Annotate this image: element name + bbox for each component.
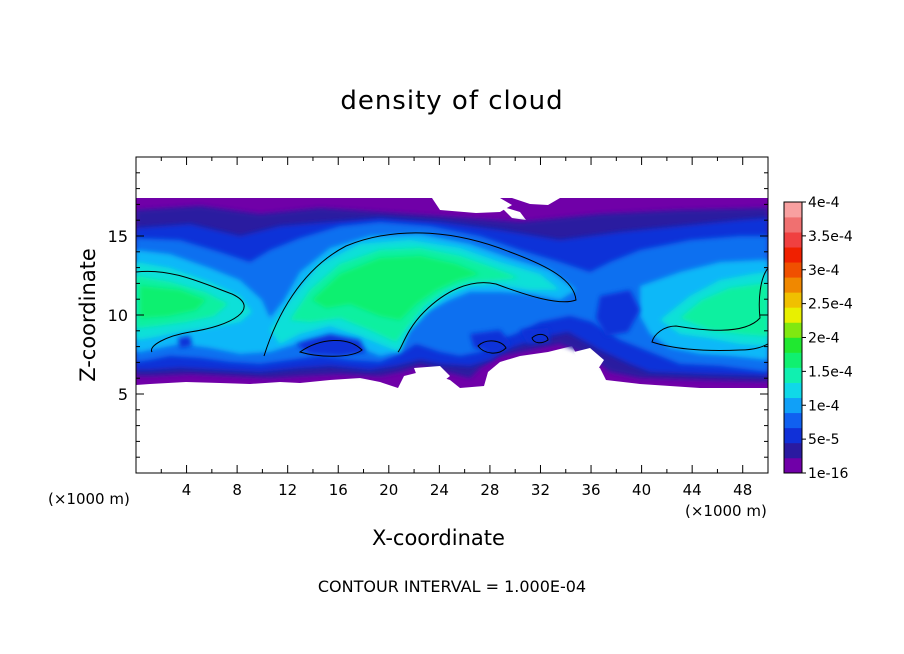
colorbar: 1e-16 5e-5 1e-4 1.5e-4 2e-4 2.5e-4 3e-4 3.5e-4 4… (783, 195, 853, 482)
colorbar-segment (784, 262, 802, 278)
field-band-3.5e-4 (140, 256, 480, 320)
colorbar-segment (784, 442, 802, 459)
colorbar-label: 3.5e-4 (808, 229, 853, 245)
colorbar-label: 4e-4 (808, 195, 840, 211)
colorbar-segment (784, 292, 802, 308)
x-tick-label: 36 (581, 481, 600, 499)
colorbar-label: 1e-4 (808, 398, 840, 414)
colorbar-segment (784, 352, 802, 368)
colorbar-label: 3e-4 (808, 263, 840, 279)
colorbar-segment (784, 412, 802, 429)
x-tick-label: 48 (733, 481, 752, 499)
y-axis-label: Z-coordinate (76, 248, 100, 382)
colorbar-label: 5e-5 (808, 432, 839, 448)
x-axis-label: X-coordinate (372, 526, 505, 550)
colorbar-segment (784, 217, 802, 233)
x-unit-right: (×1000 m) (685, 502, 767, 520)
colorbar-segment (784, 367, 802, 383)
colorbar-segment (784, 382, 802, 399)
contour-interval-note: CONTOUR INTERVAL = 1.000E-04 (317, 577, 587, 596)
y-tick-label: 5 (118, 385, 128, 404)
contour-small-1 (477, 340, 507, 354)
colorbar-segment (784, 307, 802, 323)
x-tick-label: 44 (683, 481, 702, 499)
colorbar-segment (784, 337, 802, 353)
x-tick-label: 28 (480, 481, 499, 499)
colorbar-segment (784, 457, 802, 474)
field-gap-top (432, 198, 560, 220)
contour-plume-base (298, 339, 363, 357)
colorbar-segment (784, 322, 802, 338)
colorbar-segment (784, 232, 802, 248)
x-tick-label: 4 (182, 481, 192, 499)
x-tick-label: 8 (232, 481, 242, 499)
colorbar-segment (784, 397, 802, 414)
x-tick-label: 16 (329, 481, 348, 499)
colorbar-label: 2.5e-4 (808, 297, 853, 313)
x-tick-label: 12 (278, 481, 297, 499)
colorbar-label: 1.5e-4 (808, 364, 853, 380)
density-field (136, 198, 768, 388)
x-tick-label: 24 (430, 481, 449, 499)
colorbar-segment (784, 202, 802, 218)
field-band-3e-4 (136, 248, 768, 342)
colorbar-label: 2e-4 (808, 331, 840, 347)
x-tick-label: 32 (531, 481, 550, 499)
chart-title: density of cloud (340, 86, 564, 116)
contour-left (136, 270, 245, 353)
y-tick-label: 15 (108, 227, 128, 246)
y-tick-label: 10 (108, 306, 128, 325)
x-tick-label: 20 (379, 481, 398, 499)
x-unit-left: (×1000 m) (48, 490, 130, 508)
contour-plume (263, 232, 577, 357)
field-band-2.5e-4 (136, 240, 768, 352)
colorbar-label: 1e-16 (808, 466, 848, 482)
colorbar-segment (784, 427, 802, 444)
colorbar-segment (784, 247, 802, 263)
x-tick-label: 40 (632, 481, 651, 499)
axis-ticks (136, 157, 768, 473)
contour-lines (136, 232, 768, 357)
field-gap-bottom (414, 348, 604, 384)
colorbar-segment (784, 277, 802, 293)
contour-small-2 (531, 333, 549, 344)
contour-right (651, 267, 768, 352)
